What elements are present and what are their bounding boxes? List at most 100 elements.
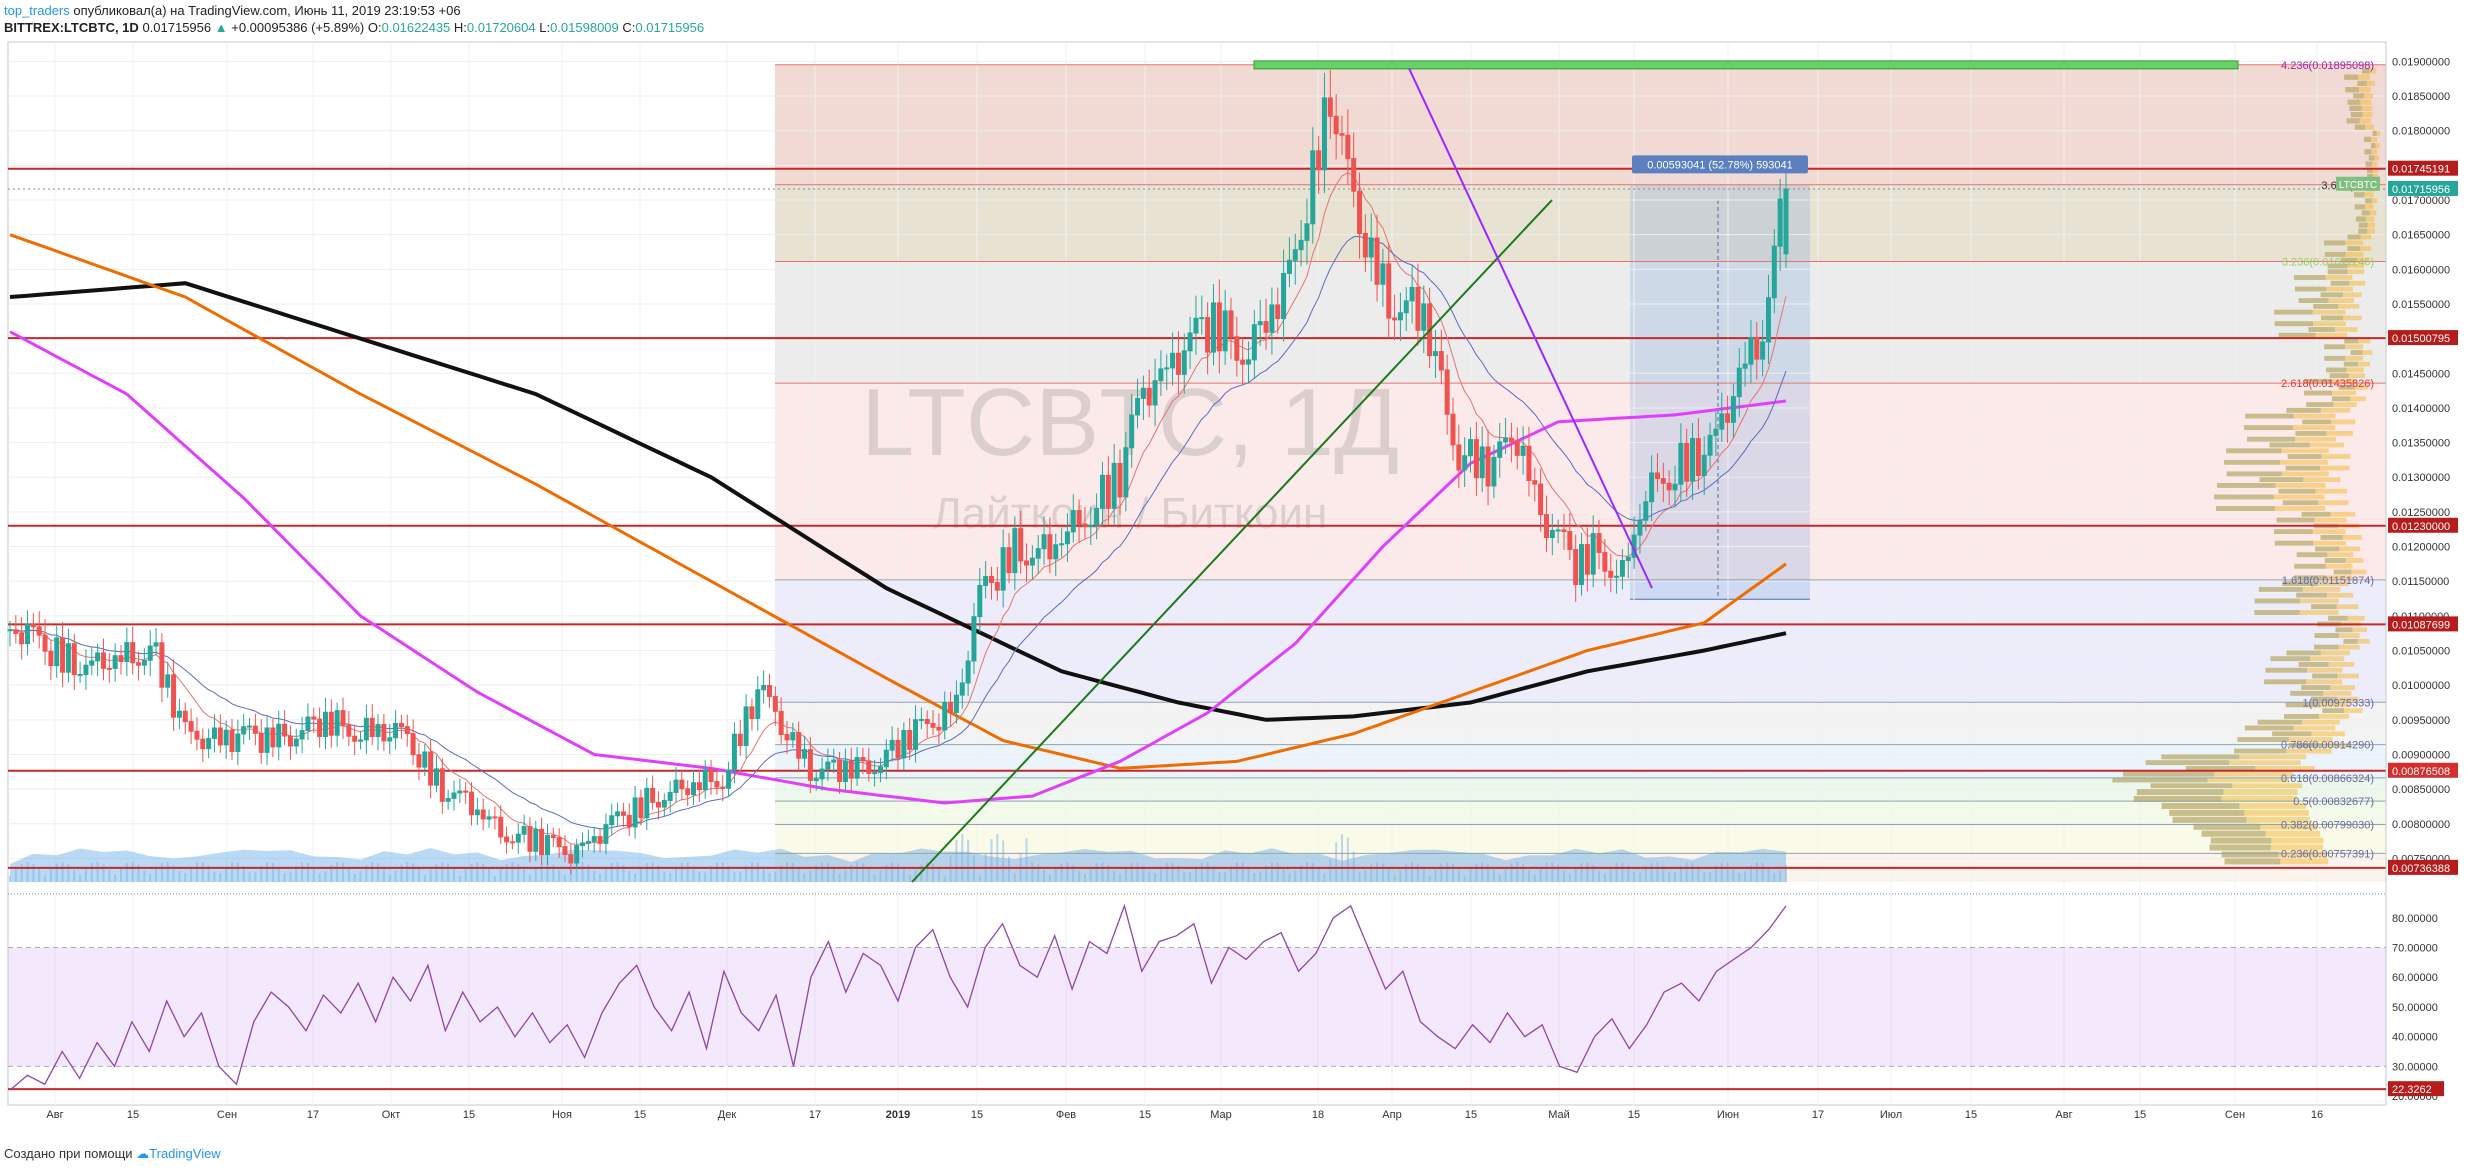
volume-bar xyxy=(283,872,286,882)
price-tick-label: 0.01900000 xyxy=(2392,56,2450,68)
vp-bar-orange xyxy=(2301,511,2356,517)
candle-up xyxy=(615,811,621,817)
volume-bar xyxy=(1726,862,1729,882)
fib-zone xyxy=(775,801,2386,825)
candle-down xyxy=(311,716,317,720)
volume-bar xyxy=(190,866,193,882)
rsi-tick-label: 80.00000 xyxy=(2392,913,2438,925)
vp-bar-orange xyxy=(2356,216,2375,222)
vp-bar-orange xyxy=(2304,379,2357,384)
candle-down xyxy=(550,835,556,839)
volume-bar xyxy=(1504,868,1507,882)
volume-bar xyxy=(312,866,315,882)
volume-bar xyxy=(721,862,724,882)
volume-bar xyxy=(1475,863,1478,882)
volume-bar xyxy=(505,863,508,882)
candle-down xyxy=(1415,286,1421,331)
candle-up xyxy=(1491,456,1497,487)
candle-up xyxy=(1251,324,1257,361)
volume-bar xyxy=(178,871,181,882)
candle-up xyxy=(264,727,270,753)
candle-up xyxy=(1099,474,1105,509)
candle-down xyxy=(369,717,375,738)
volume-bar xyxy=(1370,864,1373,882)
volume-bar xyxy=(645,862,648,882)
volume-bar xyxy=(336,862,339,882)
vp-bar-orange xyxy=(2324,355,2364,361)
candle-down xyxy=(1234,336,1240,361)
volume-bar xyxy=(1416,863,1419,882)
vp-bar-orange xyxy=(2278,488,2348,494)
candle-up xyxy=(1643,501,1649,521)
volume-bar xyxy=(1089,867,1092,882)
candle-down xyxy=(1105,474,1111,509)
symbol-label: BITTREX:LTCBTC, 1D xyxy=(4,20,139,35)
volume-bar xyxy=(1276,862,1279,882)
time-tick-label: 17 xyxy=(307,1109,319,1121)
time-tick-label: Мар xyxy=(1210,1109,1232,1121)
candle-up xyxy=(1590,533,1596,575)
volume-bar xyxy=(902,868,905,882)
time-tick-label: 15 xyxy=(1965,1109,1977,1121)
candle-up xyxy=(451,792,457,799)
candle-down xyxy=(252,725,258,734)
candle-up xyxy=(1503,437,1509,443)
volume-bar xyxy=(639,867,642,882)
candle-up xyxy=(1672,483,1678,491)
price-tag-label: 0.01745191 xyxy=(2392,164,2450,176)
vp-bar-orange xyxy=(2244,425,2336,431)
volume-bar xyxy=(207,865,210,882)
volume-bar xyxy=(791,862,794,882)
volume-bar xyxy=(1317,867,1320,882)
volume-bar xyxy=(394,870,397,882)
candle-down xyxy=(1076,510,1082,525)
candle-up xyxy=(1421,303,1427,331)
volume-bar xyxy=(616,862,619,882)
fib-levels: 4.236(0.01895098)3.618(0.013.236(0.01611… xyxy=(775,60,2386,860)
vp-bar-orange xyxy=(2254,610,2339,615)
candle-down xyxy=(1374,237,1380,285)
vp-bar-orange xyxy=(2161,802,2307,809)
volume-bar xyxy=(604,867,607,882)
candle-down xyxy=(848,760,854,779)
candle-up xyxy=(842,760,848,783)
vp-bar-orange xyxy=(2345,87,2371,93)
candle-up xyxy=(1292,249,1298,261)
volume-bar xyxy=(195,862,198,882)
volume-profile xyxy=(2112,68,2381,865)
volume-bar xyxy=(575,863,578,882)
volume-bar xyxy=(347,867,350,882)
price-tag-label: 0.01500795 xyxy=(2392,333,2450,345)
vp-bar-orange xyxy=(2331,396,2366,402)
time-tick-label: 15 xyxy=(971,1109,983,1121)
author-link[interactable]: top_traders xyxy=(4,3,70,18)
volume-bar xyxy=(84,868,87,882)
vp-bar-orange xyxy=(2311,696,2359,702)
volume-bar xyxy=(1785,865,1787,882)
candle-down xyxy=(1082,523,1088,528)
volume-bar xyxy=(850,864,853,882)
candle-up xyxy=(112,655,118,669)
candle-down xyxy=(568,854,574,864)
volume-bar xyxy=(680,862,683,882)
tradingview-link[interactable]: TradingView xyxy=(149,1146,221,1161)
vp-bar-orange xyxy=(2298,662,2355,667)
rsi-tick-label: 50.00000 xyxy=(2392,1002,2438,1014)
candle-up xyxy=(1736,367,1742,398)
volume-bar xyxy=(488,869,491,882)
volume-bar xyxy=(1755,862,1758,882)
volume-bar xyxy=(254,872,257,882)
volume-bar xyxy=(809,871,812,882)
candle-up xyxy=(1170,352,1176,369)
candle-up xyxy=(1035,548,1041,559)
drawings[interactable]: 0.00593041 (52.78%) 593041 LTCBTC xyxy=(911,67,2380,883)
price-tag xyxy=(2388,330,2458,346)
candle-up xyxy=(1164,367,1170,370)
vp-bar-orange xyxy=(2324,558,2364,563)
vp-bar-orange xyxy=(2112,777,2289,783)
volume-bar xyxy=(73,869,76,882)
volume-bar xyxy=(1259,871,1262,882)
time-tick-label: Авг xyxy=(46,1109,63,1121)
high-value: 0.01720604 xyxy=(466,20,536,35)
